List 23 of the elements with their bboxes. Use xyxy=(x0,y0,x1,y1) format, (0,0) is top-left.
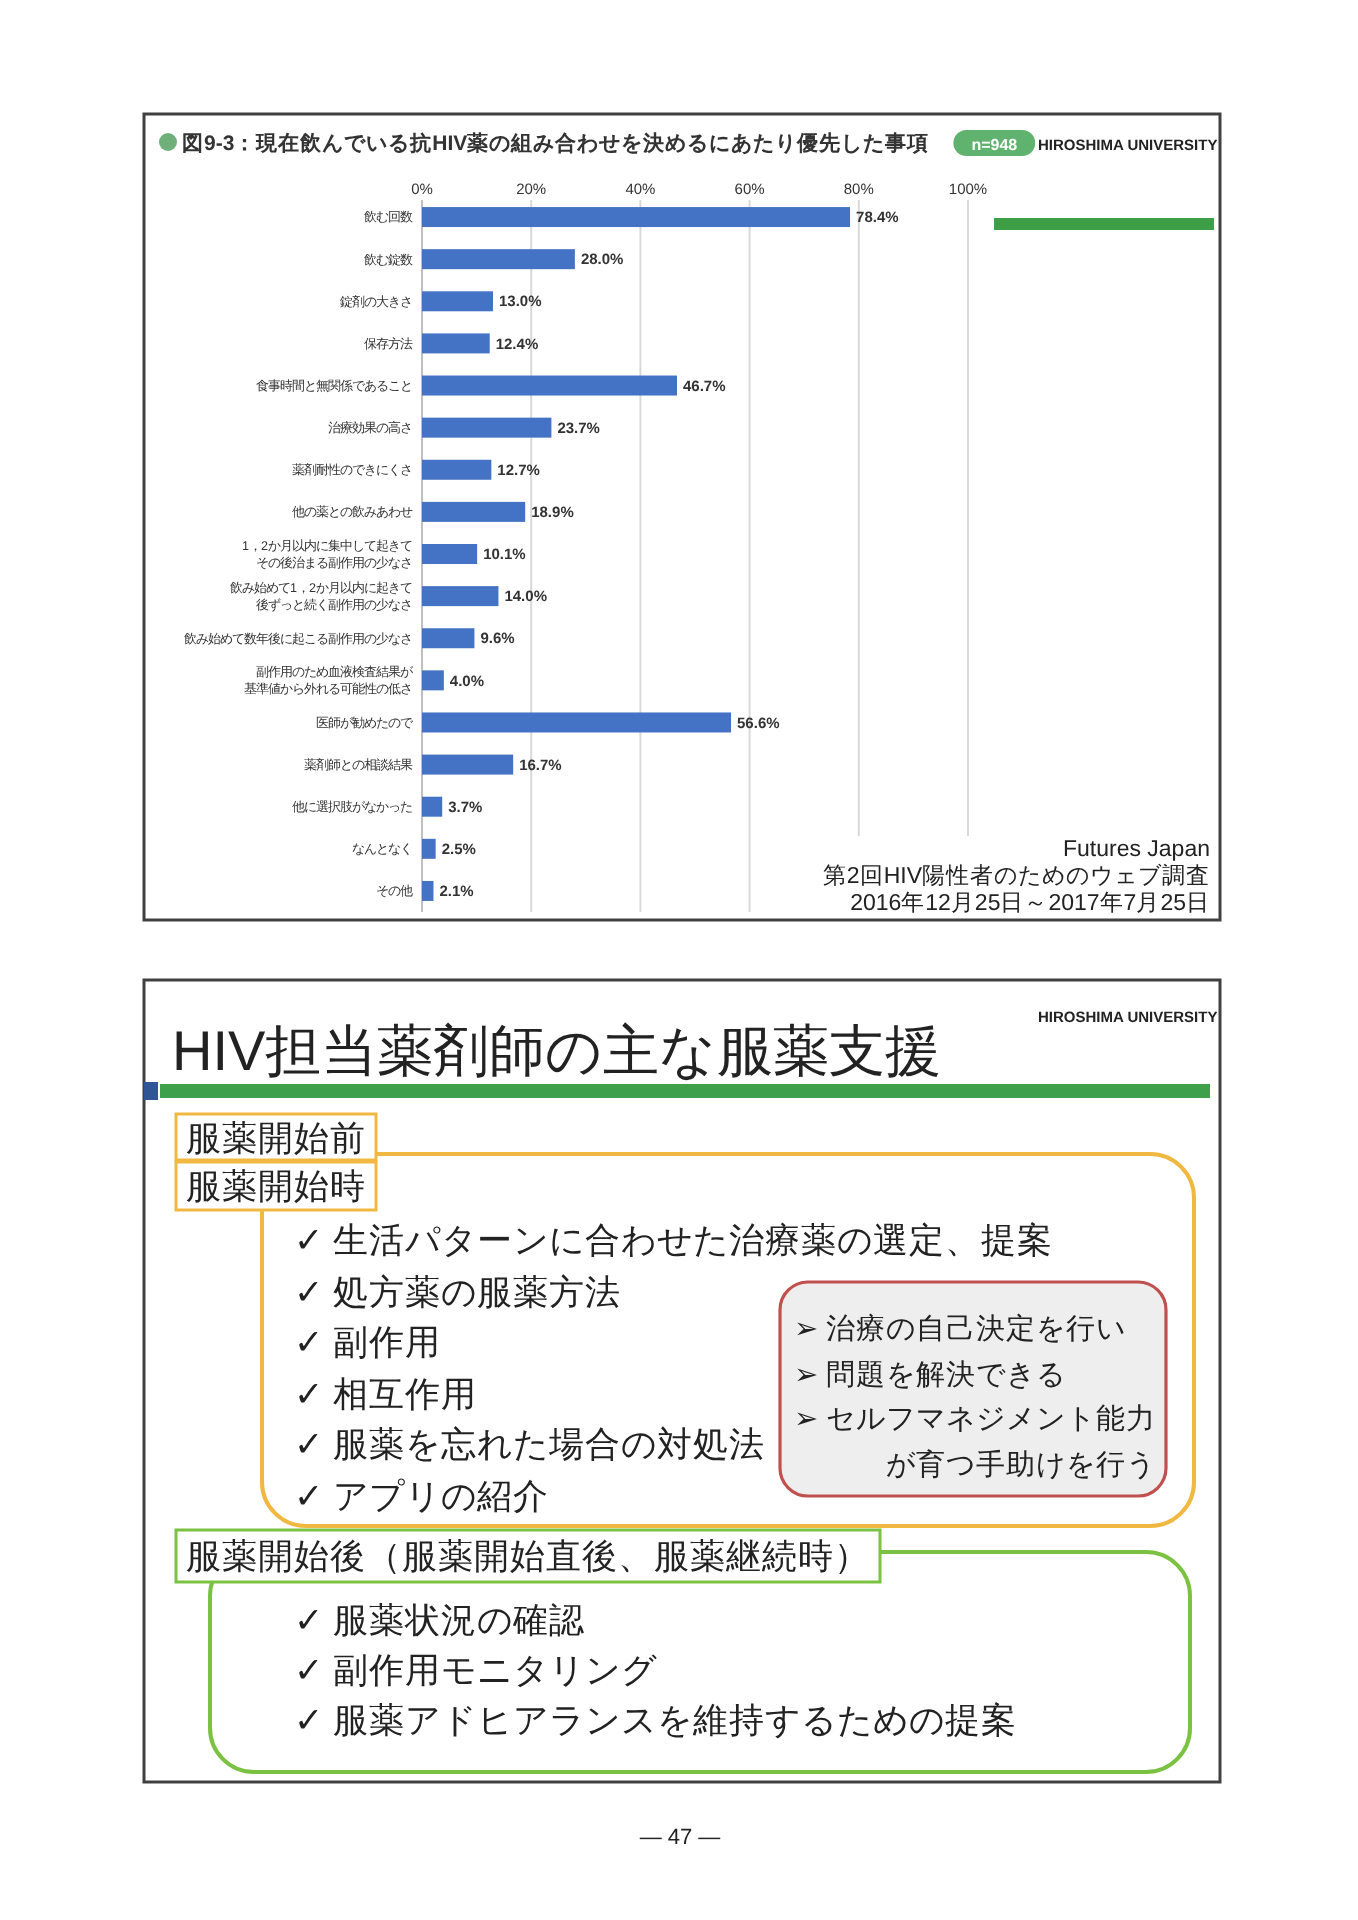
annotation: ✓ 服薬アドヒアランスを維持するための提案 xyxy=(294,1700,1018,1740)
annotation: ✓ アプリの紹介 xyxy=(294,1476,550,1516)
title: HIV担当薬剤師の主な服薬支援 xyxy=(172,1020,942,1082)
annotation: が育つ手助けを行う xyxy=(886,1450,1156,1482)
annotation: ✓ 服薬状況の確認 xyxy=(294,1600,586,1640)
annotation: ✓ 副作用モニタリング xyxy=(294,1650,658,1690)
annotation: ✓ 副作用 xyxy=(294,1322,442,1362)
annotation: ✓ 相互作用 xyxy=(294,1374,478,1414)
annotation: Futures Japan xyxy=(1062,838,1210,862)
annotation: ➢ セルフマネジメント能力 xyxy=(794,1404,1157,1436)
annotation: 服薬開始後（服薬開始直後、服薬継続時） xyxy=(186,1536,870,1576)
annotation: 服薬開始前 xyxy=(186,1118,366,1158)
annotation: ✓ 生活パターンに合わせた治療薬の選定、提案 xyxy=(294,1220,1054,1260)
annotation: n=948 xyxy=(971,135,1018,154)
annotation: 第2回HIV陽性者のためのウェブ調査 xyxy=(822,865,1210,889)
annotation: 2016年12月25日～2017年7月25日 xyxy=(850,892,1210,916)
annotation: ➢ 治療の自己決定を行い xyxy=(794,1314,1127,1346)
annotation: — 47 — xyxy=(639,1826,721,1850)
title: 図9-3：現在飲んでいる抗HIV薬の組み合わせを決めるにあたり優先した事項 xyxy=(182,132,930,156)
annotation: ➢ 問題を解決できる xyxy=(794,1360,1067,1392)
annotation: 服薬開始時 xyxy=(186,1166,366,1206)
annotation: ✓ 服薬を忘れた場合の対処法 xyxy=(294,1424,766,1464)
annotation: ✓ 処方薬の服薬方法 xyxy=(294,1272,622,1312)
